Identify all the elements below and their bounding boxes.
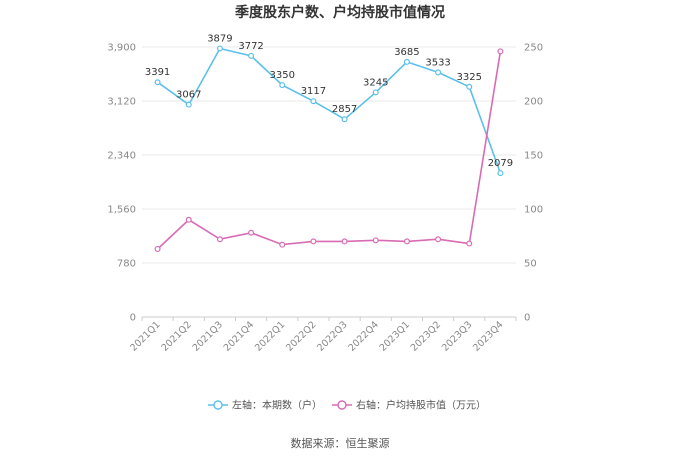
left-tick-label: 3,900 (107, 43, 136, 54)
data-label: 3245 (363, 77, 388, 88)
left-axis: 0 780 1,560 2,340 3,120 3,900 (107, 43, 136, 324)
data-point (466, 240, 473, 247)
x-tick-label: 2022Q3 (315, 319, 349, 353)
x-axis: 2021Q12021Q22021Q32021Q42022Q12022Q22022… (128, 317, 517, 354)
data-point (185, 101, 192, 108)
x-tick-label: 2023Q1 (378, 319, 412, 353)
legend-label: 右轴：户均持股市值（万元） (356, 399, 486, 412)
series-layer: 3391 3067 3879 3772 3350 3117 2857 3245 3685 3533… (145, 33, 513, 252)
data-point (403, 58, 410, 65)
left-tick-label: 780 (117, 259, 136, 270)
x-tick-label: 2022Q2 (284, 319, 318, 353)
data-point (466, 83, 473, 90)
data-point (403, 238, 410, 245)
data-point (154, 79, 161, 86)
left-tick-label: 1,560 (107, 205, 136, 216)
data-point (216, 236, 223, 243)
series-line (157, 51, 502, 250)
data-point (154, 245, 161, 252)
right-tick-label: 100 (524, 205, 543, 216)
right-tick-label: 50 (524, 259, 537, 270)
x-tick-label: 2023Q2 (409, 319, 443, 353)
x-tick-label: 2022Q1 (253, 319, 287, 353)
data-point (310, 98, 317, 105)
x-tick-label: 2021Q3 (191, 319, 225, 353)
legend-label: 左轴：本期数（户） (232, 399, 322, 412)
data-point (185, 216, 192, 223)
x-tick-label: 2021Q2 (159, 319, 193, 353)
left-tick-label: 0 (130, 313, 136, 324)
data-point (341, 116, 348, 123)
data-point (372, 237, 379, 244)
data-source: 数据来源：恒生聚源 (291, 436, 390, 450)
data-point (216, 45, 223, 52)
data-label: 3772 (238, 41, 263, 52)
data-point (372, 89, 379, 96)
data-point (279, 82, 286, 89)
right-tick-label: 250 (524, 43, 543, 54)
data-label: 2857 (332, 104, 357, 115)
left-tick-label: 3,120 (107, 97, 136, 108)
data-label: 3117 (301, 86, 326, 97)
right-tick-label: 0 (524, 313, 530, 324)
x-tick-label: 2021Q1 (128, 319, 162, 353)
x-tick-label: 2021Q4 (222, 319, 256, 353)
data-label: 3879 (207, 33, 232, 44)
x-tick-label: 2023Q4 (471, 319, 505, 353)
data-point (310, 238, 317, 245)
left-tick-label: 2,340 (107, 151, 136, 162)
data-label: 3067 (176, 90, 201, 101)
data-label: 3325 (457, 72, 482, 83)
data-point (435, 236, 442, 243)
right-axis: 0 50 100 150 200 250 (524, 43, 543, 324)
legend[interactable]: 左轴：本期数（户） 右轴：户均持股市值（万元） (208, 399, 486, 412)
data-label: 3533 (425, 57, 450, 68)
x-tick-label: 2022Q4 (346, 319, 380, 353)
data-label: 3350 (270, 70, 295, 81)
right-tick-label: 150 (524, 151, 543, 162)
series-line (157, 47, 502, 174)
data-label: 3391 (145, 67, 170, 78)
data-label: 2079 (488, 158, 513, 169)
data-point (279, 241, 286, 248)
data-label: 3685 (394, 47, 419, 58)
data-point (248, 52, 255, 59)
data-point (248, 229, 255, 236)
data-point (435, 69, 442, 76)
right-tick-label: 200 (524, 97, 543, 108)
legend-marker (213, 400, 223, 410)
chart-title: 季度股东户数、户均持股市值情况 (234, 4, 445, 21)
data-point (497, 48, 504, 55)
data-point (497, 170, 504, 177)
x-tick-label: 2023Q3 (440, 319, 474, 353)
legend-marker (337, 400, 347, 410)
data-point (341, 238, 348, 245)
